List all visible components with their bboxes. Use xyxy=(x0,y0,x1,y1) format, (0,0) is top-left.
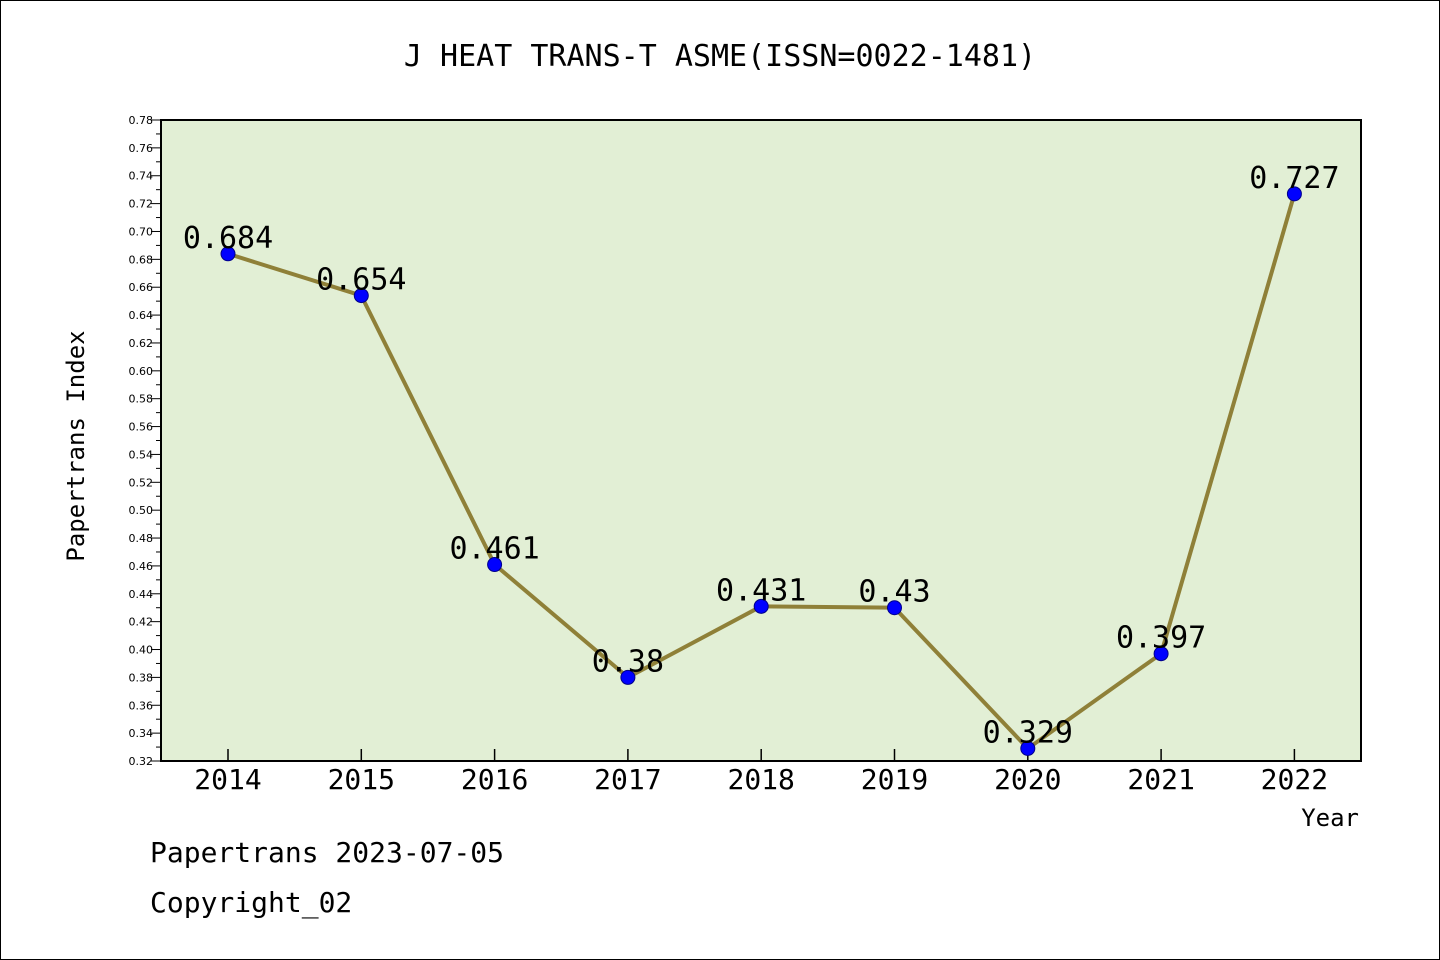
y-axis: 0.32 0.34 0.36 0.38 0.40 0.42 0.44 0.46 0.48 0.50… xyxy=(129,114,161,768)
x-tick-label: 2022 xyxy=(1261,763,1328,796)
x-tick-label: 2020 xyxy=(994,763,1061,796)
y-tick-label: 0.62 xyxy=(129,337,154,350)
y-tick-label: 0.32 xyxy=(129,755,154,768)
y-tick-label: 0.38 xyxy=(129,671,154,684)
data-label: 0.397 xyxy=(1116,621,1206,656)
data-label: 0.43 xyxy=(858,575,930,610)
y-tick-label: 0.52 xyxy=(129,476,154,489)
y-tick-label: 0.50 xyxy=(129,504,154,517)
data-label: 0.684 xyxy=(183,221,273,256)
y-tick-label: 0.46 xyxy=(129,560,154,573)
x-axis: 2014 2015 2016 2017 2018 2019 2020 2021 2022 xyxy=(194,749,1328,796)
footer-copyright: Copyright_02 xyxy=(150,886,353,919)
data-label: 0.431 xyxy=(716,573,806,608)
data-label: 0.461 xyxy=(449,532,539,567)
y-tick-label: 0.54 xyxy=(129,448,154,461)
series-markers xyxy=(220,186,1302,756)
data-point xyxy=(1286,186,1302,202)
y-tick-label: 0.64 xyxy=(129,309,154,322)
data-point xyxy=(353,288,369,304)
y-tick-label: 0.60 xyxy=(129,365,154,378)
data-label: 0.38 xyxy=(592,644,664,679)
y-tick-label: 0.72 xyxy=(129,198,154,211)
footer-date: Papertrans 2023-07-05 xyxy=(150,836,505,869)
x-tick-label: 2016 xyxy=(461,763,528,796)
plot-area xyxy=(160,119,1362,762)
data-point xyxy=(1153,646,1169,662)
y-tick-label: 0.48 xyxy=(129,532,154,545)
y-tick-label: 0.76 xyxy=(129,142,154,155)
x-tick-label: 2015 xyxy=(328,763,395,796)
y-tick-label: 0.58 xyxy=(129,393,154,406)
x-tick-label: 2017 xyxy=(594,763,661,796)
x-axis-label: Year xyxy=(1301,804,1359,832)
x-tick-label: 2019 xyxy=(861,763,928,796)
y-tick-label: 0.42 xyxy=(129,616,154,629)
x-tick-label: 2021 xyxy=(1127,763,1194,796)
y-tick-label: 0.36 xyxy=(129,699,154,712)
data-point xyxy=(887,600,902,616)
data-point xyxy=(487,557,503,573)
data-labels: 0.684 0.654 0.461 0.38 0.431 0.43 0.329 0.397 0.… xyxy=(183,161,1340,751)
x-tick-label: 2014 xyxy=(194,763,261,796)
y-axis-label: Papertrans Index xyxy=(62,330,90,561)
y-tick-label: 0.78 xyxy=(129,114,154,127)
y-tick-label: 0.66 xyxy=(129,281,154,294)
data-point xyxy=(620,669,636,685)
data-label: 0.654 xyxy=(316,263,406,298)
y-tick-label: 0.56 xyxy=(129,421,154,434)
data-label: 0.727 xyxy=(1249,161,1339,196)
data-point xyxy=(220,246,236,262)
data-label: 0.329 xyxy=(983,715,1073,750)
y-tick-label: 0.34 xyxy=(129,727,154,740)
x-tick-label: 2018 xyxy=(727,763,794,796)
data-point xyxy=(753,598,769,614)
y-tick-label: 0.40 xyxy=(129,644,154,657)
y-tick-label: 0.70 xyxy=(129,225,154,238)
y-tick-label: 0.44 xyxy=(129,588,154,601)
y-tick-label: 0.74 xyxy=(129,170,154,183)
data-point xyxy=(1020,740,1036,756)
chart-title: J HEAT TRANS-T ASME(ISSN=0022-1481) xyxy=(404,39,1036,74)
y-tick-label: 0.68 xyxy=(129,253,154,266)
